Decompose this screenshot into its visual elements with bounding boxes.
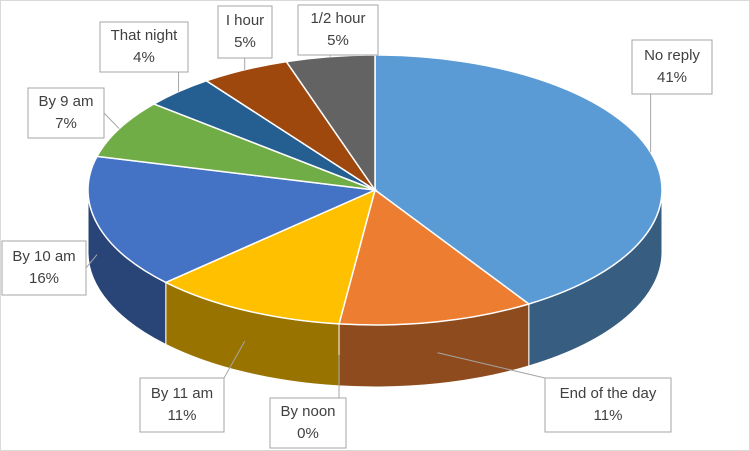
label-box: [297, 4, 379, 56]
category-label: End of the day: [560, 385, 657, 402]
value-label: 0%: [297, 425, 319, 442]
label-box: [27, 87, 105, 139]
category-label: 1/2 hour: [310, 10, 365, 27]
leader-line: [103, 112, 120, 130]
category-label: By 11 am: [151, 385, 213, 402]
leader-line: [85, 254, 98, 269]
slice: [95, 103, 376, 191]
slice: [87, 155, 378, 284]
category-label: I hour: [226, 12, 264, 29]
label-box: [544, 377, 672, 433]
slice: [164, 188, 377, 325]
category-label: By noon: [280, 403, 335, 420]
label-box: [631, 39, 713, 95]
value-label: 41%: [657, 69, 687, 86]
category-label: By 10 am: [12, 248, 75, 265]
value-label: 16%: [29, 270, 59, 287]
label-box: [1, 240, 87, 296]
label-box: [217, 5, 273, 59]
label-box: [99, 21, 189, 73]
value-label: 11%: [594, 407, 623, 424]
value-label: 11%: [168, 407, 197, 424]
category-label: No reply: [644, 47, 700, 64]
value-label: 5%: [234, 34, 256, 51]
leader-line: [437, 352, 546, 379]
slice: [374, 54, 663, 305]
category-label: That night: [111, 27, 179, 44]
value-label: 7%: [55, 115, 77, 132]
value-label: 5%: [327, 32, 349, 49]
label-box: [139, 377, 225, 433]
value-label: 4%: [133, 49, 155, 66]
label-box: [269, 397, 347, 449]
leader-line: [223, 341, 246, 379]
category-label: By 9 am: [38, 93, 93, 110]
slice: [338, 188, 531, 326]
